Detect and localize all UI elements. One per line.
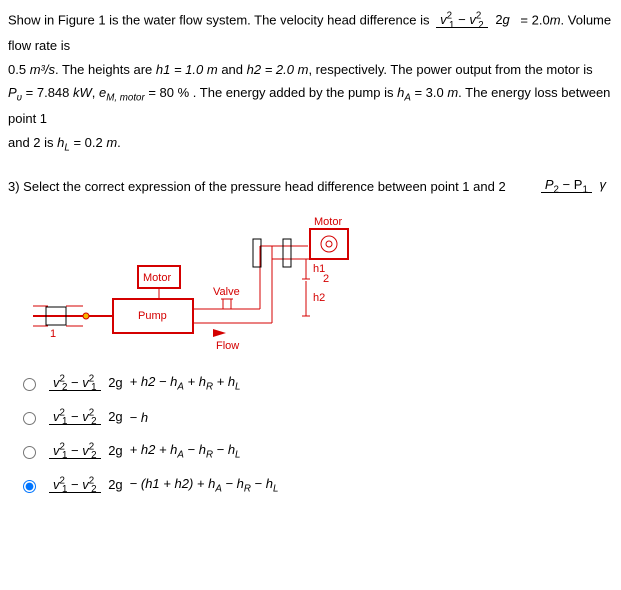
option-a-radio[interactable] xyxy=(23,378,36,391)
svg-text:Pump: Pump xyxy=(138,310,167,322)
figure-1-diagram: 1 Pump Motor Valve Flow Motor h1 h2 2 xyxy=(28,211,613,354)
option-c[interactable]: v21 − v22 2g + h2 + hA − hR − hL xyxy=(18,441,613,461)
svg-text:Flow: Flow xyxy=(216,340,239,351)
option-b[interactable]: v21 − v22 2g − h xyxy=(18,407,613,427)
text: M, motor xyxy=(106,93,144,104)
option-b-tail: − h xyxy=(130,410,148,425)
option-a-tail: + h2 − hA + hR + hL xyxy=(130,374,241,393)
option-d-frac: v21 − v22 2g xyxy=(49,475,127,495)
svg-text:h2: h2 xyxy=(313,292,325,304)
svg-text:2: 2 xyxy=(323,273,329,285)
answer-options: v22 − v21 2g + h2 − hA + hR + hL v21 − v… xyxy=(18,374,613,496)
flow-system-svg: 1 Pump Motor Valve Flow Motor h1 h2 2 xyxy=(28,211,368,351)
text: m xyxy=(298,62,309,77)
text: , xyxy=(92,85,99,100)
text: m xyxy=(207,62,218,77)
text: h1 = 1.0 xyxy=(156,62,207,77)
text: = 80 % . The energy added by the pump is xyxy=(145,85,397,100)
option-c-tail: + h2 + hA − hR − hL xyxy=(130,442,241,461)
text: m xyxy=(550,13,561,28)
text: = 3.0 xyxy=(411,85,448,100)
problem-statement: Show in Figure 1 is the water flow syste… xyxy=(8,8,613,157)
text: . xyxy=(117,135,121,150)
text: h2 = 2.0 xyxy=(247,62,298,77)
option-c-frac: v21 − v22 2g xyxy=(49,441,127,461)
svg-text:Motor: Motor xyxy=(143,272,171,284)
svg-text:Motor: Motor xyxy=(314,216,342,228)
text: = 0.2 xyxy=(70,135,107,150)
option-d-tail: − (h1 + h2) + hA − hR − hL xyxy=(130,476,279,495)
text: = 2.0 xyxy=(520,13,549,28)
question-text: Select the correct expression of the pre… xyxy=(20,179,506,194)
option-b-frac: v21 − v22 2g xyxy=(49,407,127,427)
text: 0.5 xyxy=(8,62,30,77)
text: . The heights are xyxy=(55,62,156,77)
text: Show in Figure 1 is the water flow syste… xyxy=(8,13,433,28)
option-b-radio[interactable] xyxy=(23,412,36,425)
svg-text:Valve: Valve xyxy=(213,286,240,298)
option-d[interactable]: v21 − v22 2g − (h1 + h2) + hA − hR − hL xyxy=(18,475,613,495)
pressure-head-frac: P2 − P1 γ xyxy=(541,177,610,196)
text: m xyxy=(106,135,117,150)
velocity-head-frac: v21 − v22 2g xyxy=(436,8,514,34)
svg-text:1: 1 xyxy=(50,328,56,340)
text: P xyxy=(8,85,17,100)
option-d-radio[interactable] xyxy=(23,480,36,493)
option-c-radio[interactable] xyxy=(23,446,36,459)
text: = 7.848 xyxy=(22,85,73,100)
text: kW xyxy=(73,85,92,100)
question-row: 3) Select the correct expression of the … xyxy=(8,177,613,196)
text: , respectively. The power output from th… xyxy=(308,62,592,77)
option-a-frac: v22 − v21 2g xyxy=(49,374,127,394)
text: and xyxy=(218,62,247,77)
text: m³/s xyxy=(30,62,55,77)
text: m xyxy=(447,85,458,100)
question-number: 3) xyxy=(8,179,20,194)
option-a[interactable]: v22 − v21 2g + h2 − hA + hR + hL xyxy=(18,374,613,394)
text: and 2 is xyxy=(8,135,57,150)
